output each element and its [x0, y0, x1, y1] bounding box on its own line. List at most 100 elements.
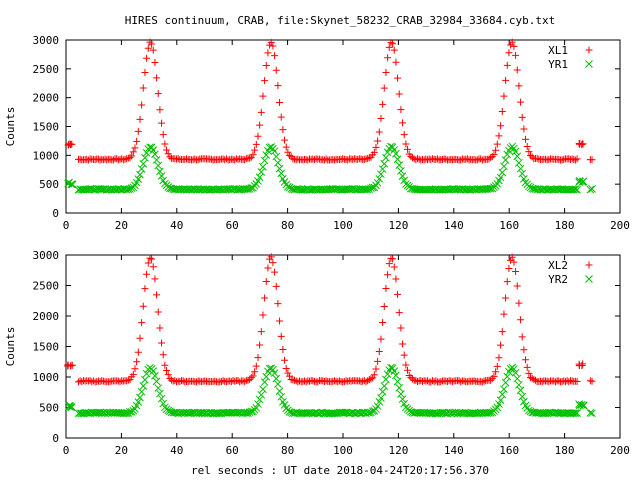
point [390, 146, 399, 154]
y-tick-label: 1500 [33, 121, 60, 134]
point [267, 38, 275, 46]
point [490, 372, 498, 380]
point [274, 158, 282, 167]
point [394, 290, 402, 298]
point [573, 409, 581, 417]
point [139, 160, 148, 168]
point [404, 145, 412, 153]
point [400, 131, 408, 139]
point [520, 397, 528, 406]
point [515, 381, 523, 389]
point [470, 377, 478, 385]
point [392, 371, 400, 380]
point [560, 156, 568, 164]
point [279, 126, 287, 134]
x-axis-label: rel seconds : UT date 2018-04-24T20:17:5… [191, 464, 489, 477]
point [257, 108, 265, 116]
point [511, 368, 520, 377]
point [579, 401, 588, 410]
point [578, 141, 586, 149]
point [259, 92, 267, 100]
point [282, 365, 290, 373]
point [498, 390, 507, 399]
point [330, 409, 339, 418]
x-tick-label: 0 [63, 219, 70, 232]
point [370, 148, 378, 156]
point [264, 264, 272, 272]
y-tick-label: 0 [52, 207, 59, 220]
point [398, 395, 407, 404]
point [257, 390, 266, 399]
point [367, 375, 375, 383]
point [151, 275, 159, 283]
legend-marker [585, 275, 593, 283]
point [372, 365, 380, 373]
point [522, 356, 530, 364]
point [497, 122, 505, 130]
point [277, 392, 286, 401]
point [382, 153, 390, 162]
point [274, 380, 282, 388]
point [588, 409, 596, 418]
point [374, 357, 382, 365]
point [375, 397, 384, 406]
point [152, 156, 161, 164]
point [78, 378, 86, 386]
point [497, 341, 505, 349]
point [402, 140, 410, 148]
bottom-panel: 0 20 40 60 80 100 120 140 160 180 2000500100015002… [4, 249, 630, 457]
point [116, 378, 124, 386]
point [131, 365, 139, 373]
point [399, 340, 407, 348]
point [379, 100, 387, 108]
point [339, 155, 347, 163]
point [571, 409, 580, 418]
point [397, 390, 405, 398]
point [157, 394, 166, 403]
point [463, 155, 471, 163]
x-tick-label: 200 [610, 219, 630, 232]
point [503, 61, 511, 69]
point [518, 392, 527, 401]
series-YR2 [64, 363, 596, 418]
point [586, 185, 595, 194]
point [387, 39, 395, 47]
point [134, 398, 143, 406]
point [151, 371, 159, 380]
point [262, 61, 270, 69]
point [515, 159, 523, 167]
point [151, 59, 159, 67]
point [314, 378, 322, 386]
point [246, 375, 254, 383]
point [156, 324, 164, 332]
point [254, 400, 262, 408]
point [322, 155, 330, 163]
point [276, 98, 284, 106]
point [363, 408, 372, 417]
point [505, 264, 513, 272]
point [272, 66, 280, 74]
point [375, 128, 383, 136]
point [309, 377, 317, 385]
point [257, 168, 266, 176]
point [281, 356, 289, 364]
point [395, 90, 403, 98]
point [271, 268, 279, 276]
point [126, 154, 134, 162]
point [487, 154, 495, 162]
point [284, 369, 292, 377]
point [505, 49, 513, 57]
point [255, 173, 264, 182]
point [254, 132, 262, 140]
point [518, 333, 526, 341]
point [501, 378, 510, 387]
point [241, 378, 249, 386]
point [382, 68, 390, 76]
point [500, 92, 508, 100]
point [121, 409, 129, 418]
y-tick-label: 500 [39, 402, 59, 415]
x-tick-label: 120 [388, 219, 408, 232]
point [377, 170, 385, 179]
point [241, 156, 249, 164]
